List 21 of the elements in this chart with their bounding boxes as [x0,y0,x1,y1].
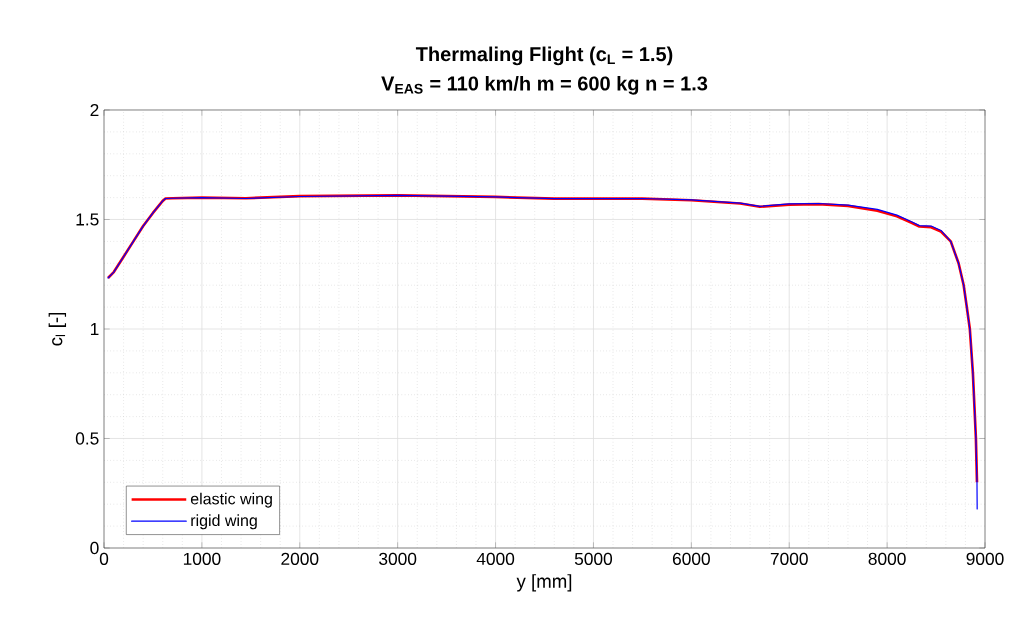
y-tick-label: 2 [90,103,99,117]
x-tick-label: 4000 [476,552,515,565]
x-tick-label: 6000 [672,552,710,565]
y-tick-label: 0 [90,541,99,555]
y-tick-label: 0.5 [75,432,99,445]
x-tick-label: 3000 [379,552,417,565]
x-tick-label: 8000 [868,552,906,565]
y-tick-label: 1.5 [76,213,99,226]
x-tick-label: 9000 [966,552,1004,565]
chart-subtitle: V$_{EAS}$ = 110 km/h m = 600 kg n = 1.3 [381,75,708,95]
x-tick-label: 2000 [281,552,319,565]
legend-label: rigid wing [191,514,257,530]
legend-label: elastic wing [190,492,272,508]
y-tick-label: 1 [90,323,99,335]
x-tick-label: 7000 [770,552,808,565]
chart-title: Thermaling Flight (c$_{L}$ = 1.5) [415,46,673,66]
x-tick-label: 0 [99,552,109,565]
x-axis-title: y [mm] [516,574,572,592]
x-tick-label: 5000 [574,552,613,565]
x-tick-label: 1000 [183,552,221,565]
y-axis-title: c$_{l}$ [-] [48,313,67,346]
